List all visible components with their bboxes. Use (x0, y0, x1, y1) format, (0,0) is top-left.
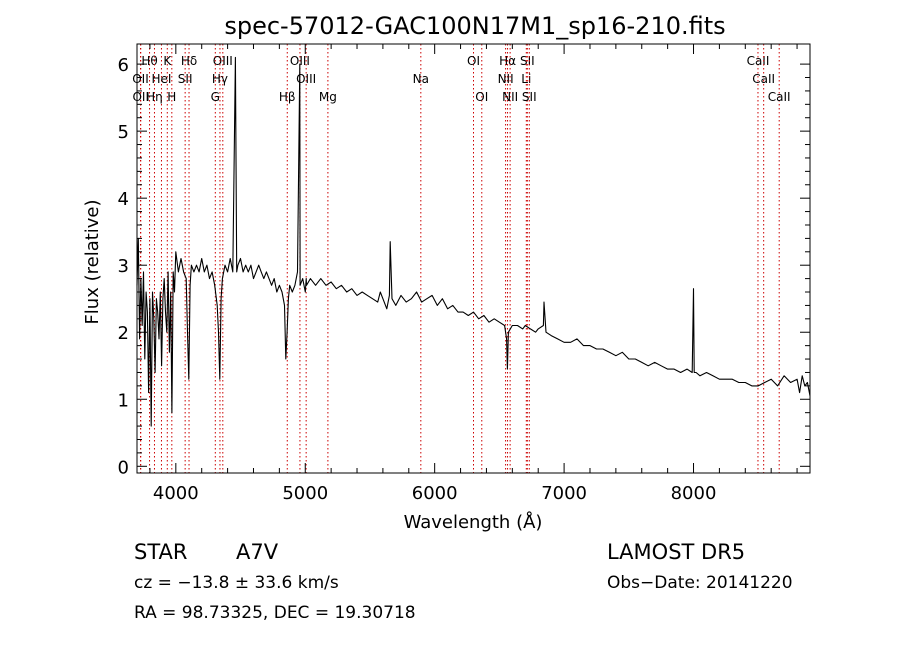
spectrum-line (136, 56, 811, 427)
line-marker-label: OI (467, 54, 480, 68)
line-marker-label: CaII (752, 72, 775, 86)
plot-frame (136, 43, 811, 474)
y-tick-label: 5 (118, 122, 129, 143)
line-marker-label: Hδ (181, 54, 197, 68)
survey-name: LAMOST DR5 (607, 540, 746, 564)
line-marker-label: CaII (747, 54, 770, 68)
line-marker-label: Hη (146, 90, 163, 104)
x-tick-label: 6000 (412, 483, 458, 504)
redshift-text: cz = −13.8 ± 33.6 km/s (134, 573, 339, 593)
chart-title: spec-57012-GAC100N17M1_sp16-210.fits (224, 12, 725, 40)
line-marker-label: SII (178, 72, 193, 86)
x-tick-label: 7000 (541, 483, 587, 504)
y-tick-label: 0 (118, 457, 129, 478)
line-marker-label: Hβ (279, 90, 296, 104)
y-axis-label: Flux (relative) (82, 199, 103, 324)
object-subclass: A7V (236, 540, 279, 564)
y-tick-label: 6 (118, 55, 129, 76)
line-marker-label: Hθ (141, 54, 157, 68)
spectrum-line-group (136, 56, 811, 427)
object-class: STAR (134, 540, 188, 564)
line-marker-label: H (167, 90, 176, 104)
line-marker-label: G (211, 90, 220, 104)
x-axis: 4000 5000 6000 7000 8000 (149, 44, 798, 504)
x-tick-label: 4000 (153, 483, 199, 504)
coordinates-text: RA = 98.73325, DEC = 19.30718 (134, 603, 416, 623)
line-marker-label: CaII (768, 90, 791, 104)
line-marker-label: SII (520, 54, 535, 68)
line-marker-label: NII (498, 72, 514, 86)
line-marker-label: OIII (290, 54, 310, 68)
line-marker-label: OIII (296, 72, 316, 86)
y-tick-label: 3 (118, 256, 129, 277)
observation-date: Obs−Date: 20141220 (607, 573, 793, 593)
line-marker-label: OII (132, 72, 149, 86)
line-marker-label: K (163, 54, 172, 68)
y-tick-label: 1 (118, 390, 129, 411)
x-axis-label: Wavelength (Å) (404, 511, 543, 533)
y-tick-label: 4 (118, 189, 129, 210)
line-marker-label: Hα (499, 54, 516, 68)
line-markers: Hθ K Hδ OIII OIII OI Hα SII CaII OII HeI SII Hγ OIII N… (132, 44, 791, 473)
y-axis: 0 1 2 3 4 5 6 (118, 55, 810, 478)
line-marker-label: OIII (213, 54, 233, 68)
line-marker-label: Na (413, 72, 429, 86)
line-marker-label: Hγ (212, 72, 228, 86)
line-marker-label: NII (502, 90, 518, 104)
x-tick-label: 5000 (282, 483, 328, 504)
line-marker-label: SII (522, 90, 537, 104)
line-marker-label: OI (475, 90, 488, 104)
line-marker-label: Li (521, 72, 531, 86)
line-marker-label: Mg (319, 90, 337, 104)
x-tick-label: 8000 (671, 483, 717, 504)
y-tick-label: 2 (118, 323, 129, 344)
line-marker-label: HeI (151, 72, 171, 86)
